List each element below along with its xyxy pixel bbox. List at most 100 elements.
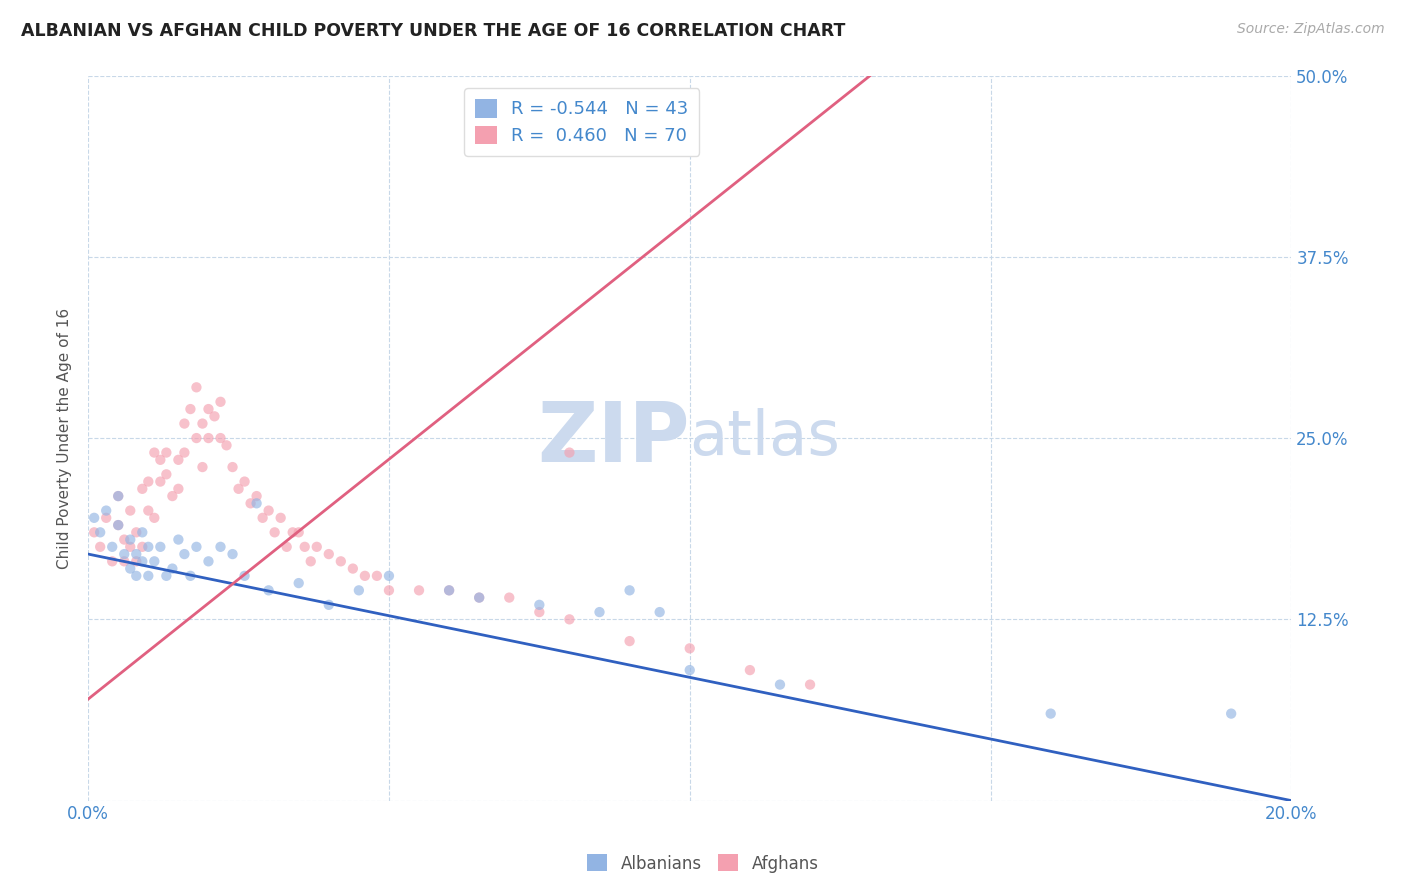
Point [299, 554, 322, 568]
Point [162, 489, 184, 503]
Point [408, 583, 430, 598]
Point [305, 540, 328, 554]
Point [186, 431, 208, 445]
Point [679, 641, 702, 656]
Point [112, 547, 135, 561]
Point [366, 569, 388, 583]
Point [83, 525, 105, 540]
Point [107, 489, 129, 503]
Point [179, 569, 201, 583]
Point [221, 460, 243, 475]
Point [1220, 706, 1243, 721]
Point [107, 518, 129, 533]
Point [125, 554, 148, 568]
Point [197, 402, 219, 417]
Point [155, 467, 177, 482]
Point [588, 605, 610, 619]
Point [131, 540, 153, 554]
Point [191, 417, 214, 431]
Point [215, 438, 238, 452]
Point [354, 569, 377, 583]
Point [378, 583, 401, 598]
Point [155, 445, 177, 459]
Point [125, 547, 148, 561]
Text: ZIP: ZIP [537, 398, 690, 479]
Point [107, 489, 129, 503]
Point [96, 503, 118, 517]
Point [136, 540, 159, 554]
Point [233, 569, 256, 583]
Point [125, 569, 148, 583]
Point [131, 525, 153, 540]
Point [204, 409, 226, 424]
Point [101, 554, 124, 568]
Point [89, 525, 111, 540]
Point [318, 598, 340, 612]
Point [136, 475, 159, 489]
Point [799, 677, 821, 691]
Point [347, 583, 370, 598]
Point [120, 533, 142, 547]
Point [112, 554, 135, 568]
Point [89, 540, 111, 554]
Point [246, 496, 269, 510]
Point [529, 605, 551, 619]
Point [378, 569, 401, 583]
Point [155, 569, 177, 583]
Point [209, 394, 232, 409]
Point [252, 511, 274, 525]
Point [209, 431, 232, 445]
Point [209, 540, 232, 554]
Text: atlas: atlas [690, 408, 841, 468]
Point [167, 533, 190, 547]
Point [239, 496, 262, 510]
Point [136, 569, 159, 583]
Legend: R = -0.544   N = 43, R =  0.460   N = 70: R = -0.544 N = 43, R = 0.460 N = 70 [464, 88, 699, 156]
Point [167, 452, 190, 467]
Point [281, 525, 304, 540]
Point [529, 598, 551, 612]
Point [468, 591, 491, 605]
Point [619, 634, 641, 648]
Point [120, 540, 142, 554]
Point [276, 540, 298, 554]
Point [186, 380, 208, 394]
Point [342, 561, 364, 575]
Legend: Albanians, Afghans: Albanians, Afghans [581, 847, 825, 880]
Point [294, 540, 316, 554]
Point [112, 533, 135, 547]
Point [143, 554, 166, 568]
Point [101, 540, 124, 554]
Point [197, 554, 219, 568]
Point [619, 583, 641, 598]
Point [257, 503, 280, 517]
Point [167, 482, 190, 496]
Point [558, 445, 581, 459]
Point [191, 460, 214, 475]
Point [468, 591, 491, 605]
Point [498, 591, 520, 605]
Point [120, 561, 142, 575]
Point [125, 525, 148, 540]
Point [437, 583, 460, 598]
Point [329, 554, 352, 568]
Y-axis label: Child Poverty Under the Age of 16: Child Poverty Under the Age of 16 [58, 308, 72, 568]
Point [318, 547, 340, 561]
Point [221, 547, 243, 561]
Point [149, 540, 172, 554]
Point [186, 540, 208, 554]
Point [197, 431, 219, 445]
Point [228, 482, 250, 496]
Point [648, 605, 671, 619]
Point [131, 554, 153, 568]
Point [179, 402, 201, 417]
Point [120, 503, 142, 517]
Text: Source: ZipAtlas.com: Source: ZipAtlas.com [1237, 22, 1385, 37]
Point [107, 518, 129, 533]
Point [173, 547, 195, 561]
Point [136, 503, 159, 517]
Point [738, 663, 761, 677]
Point [143, 511, 166, 525]
Point [96, 511, 118, 525]
Point [270, 511, 292, 525]
